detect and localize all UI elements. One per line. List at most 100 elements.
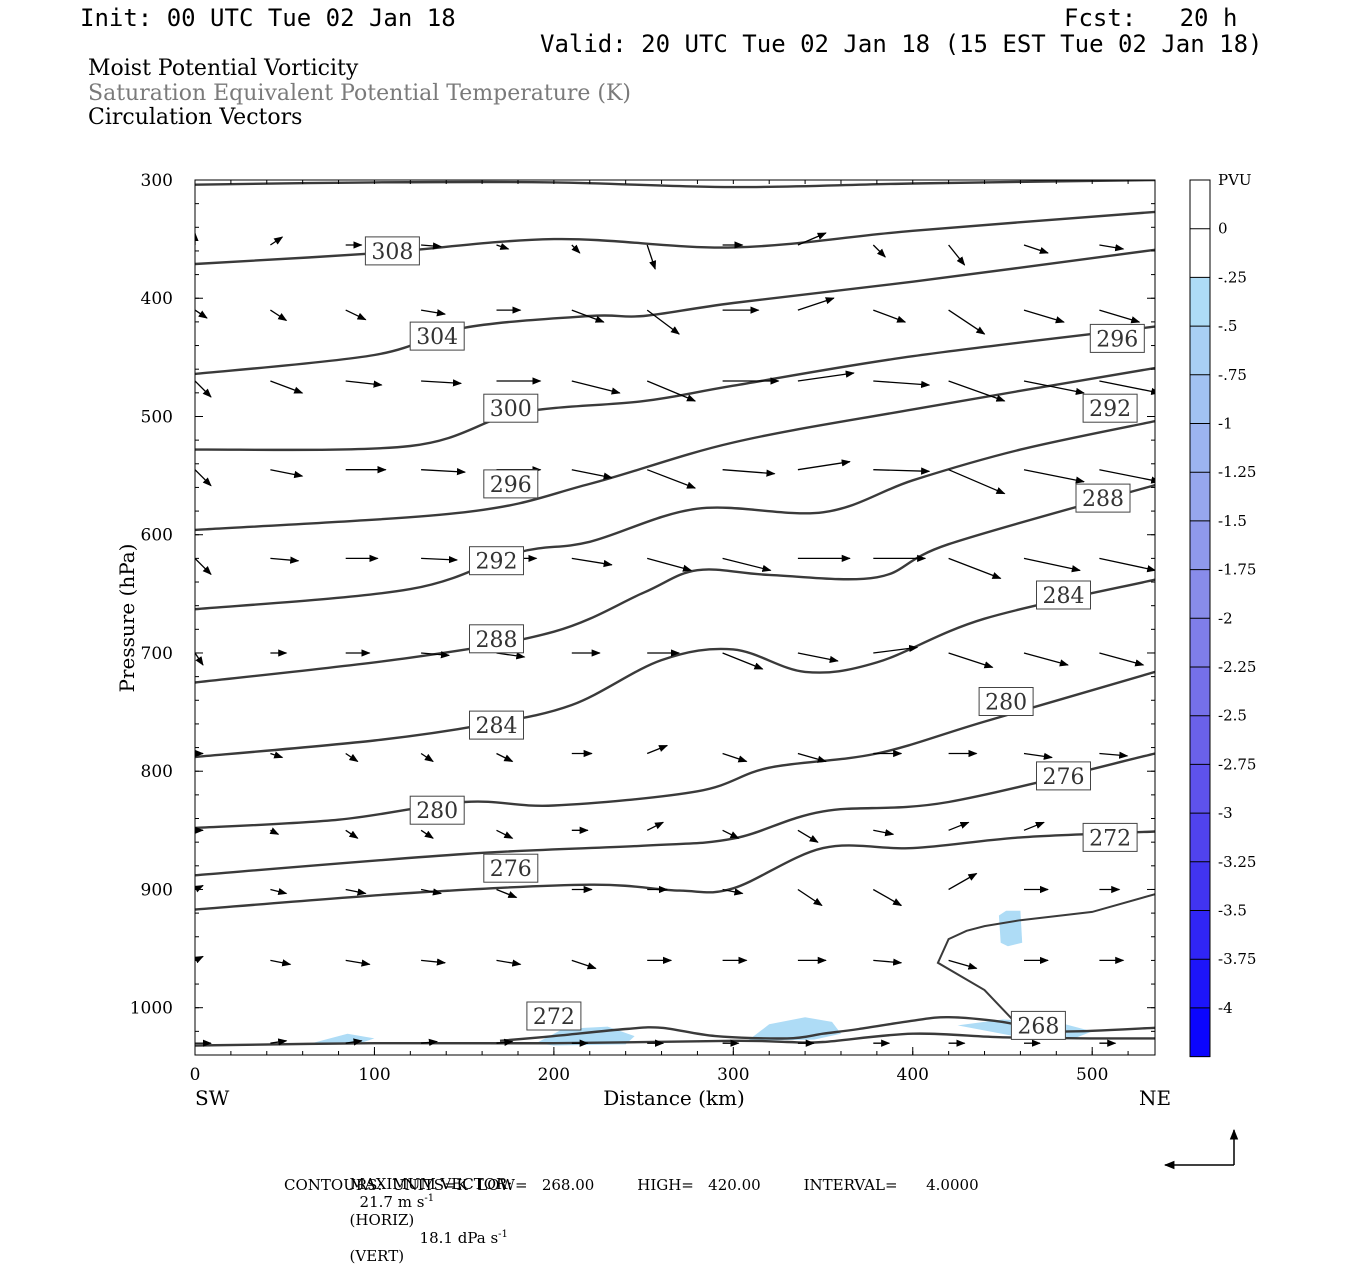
circulation-vector [195, 309, 208, 319]
circulation-vector [1099, 557, 1155, 573]
contour-label: 292 [476, 550, 518, 575]
circulation-vector [421, 379, 463, 387]
cross-section-chart: 308 304 300 296 292 288 284 280 276 272 268 296 292 2… [115, 171, 1256, 1170]
colorbar-swatch [1190, 423, 1210, 473]
colorbar-level-label: -1.75 [1218, 561, 1256, 579]
circulation-vector [646, 309, 680, 335]
contour-label-box [409, 321, 465, 351]
circulation-vector [270, 236, 284, 246]
contour-label: 292 [1089, 397, 1131, 422]
circulation-vector [270, 309, 288, 322]
colorbar-swatch [1190, 277, 1210, 327]
contour-label-box [483, 469, 539, 499]
circulation-vector [496, 1038, 514, 1047]
circulation-vector [195, 884, 204, 893]
circulation-vector [270, 751, 284, 759]
contour-label-box [483, 393, 539, 423]
circulation-vector [345, 309, 367, 321]
circulation-vector [1099, 244, 1125, 252]
theta-es-contour-split [936, 893, 1155, 1029]
colorbar-level-label: -.25 [1218, 268, 1247, 286]
pv-region [998, 910, 1023, 947]
circulation-vector [571, 380, 621, 395]
x-tick-label: 100 [358, 1065, 390, 1085]
circulation-vector [722, 469, 776, 477]
contour-label: 284 [476, 714, 518, 739]
circulation-vector [345, 888, 367, 896]
contour-label-box [1089, 323, 1145, 353]
init-time: Init: 00 UTC Tue 02 Jan 18 [80, 4, 456, 32]
circulation-vector [571, 309, 605, 323]
circulation-vector [571, 959, 597, 970]
contour-label-box [1075, 483, 1131, 513]
circulation-vector [646, 469, 697, 489]
x-tick-label: 300 [717, 1065, 749, 1085]
max-vector-horiz-superscript: -1 [424, 1193, 435, 1204]
theta-es-contour-308 [195, 210, 1155, 266]
colorbar-swatch [1190, 667, 1210, 717]
colorbar-swatch [1190, 228, 1210, 278]
colorbar-level-label: -2 [1218, 609, 1233, 627]
contour-label-box [1036, 580, 1091, 610]
circulation-vector [1099, 469, 1155, 484]
theta-es-contour-272 [499, 1015, 1155, 1042]
circulation-vector [571, 244, 581, 254]
contour-label: 296 [1096, 327, 1138, 352]
colorbar-level-label: -3.75 [1218, 950, 1256, 968]
theta-es-contour-292 [195, 420, 1155, 611]
colorbar-level-label: -1.25 [1218, 463, 1256, 481]
contour-label-box [469, 546, 524, 576]
contour-label: 276 [1043, 765, 1085, 790]
circulation-vector [421, 468, 467, 476]
circulation-vector [722, 752, 748, 763]
contour-label-box [364, 236, 420, 266]
contour-label: 280 [985, 691, 1027, 716]
circulation-vector [948, 469, 1006, 495]
colorbar-level-label: -1 [1218, 415, 1233, 433]
circulation-vector [797, 459, 851, 471]
circulation-vector [797, 370, 855, 382]
field-title-pv: Moist Potential Vorticity [88, 56, 359, 81]
circulation-vector [195, 380, 212, 398]
contour-label: 280 [416, 799, 458, 824]
contour-label-box [1082, 822, 1138, 852]
contour-label-box [978, 687, 1034, 716]
circulation-vector [195, 652, 204, 666]
y-axis-label: Pressure (hPa) [115, 544, 139, 693]
max-vector-horiz-value: 21.7 m s [359, 1193, 425, 1211]
circulation-vector [345, 1038, 363, 1046]
x-tick-label: 0 [190, 1065, 201, 1085]
circulation-vector [421, 1038, 439, 1047]
x-tick-label: 500 [1076, 1065, 1108, 1085]
circulation-vector [646, 821, 665, 831]
x-tick-label: 400 [897, 1065, 929, 1085]
theta-es-contour-288 [195, 483, 1155, 684]
circulation-vector [646, 244, 657, 270]
circulation-vector [646, 744, 669, 755]
contour-label: 308 [371, 240, 413, 265]
colorbar-swatch [1190, 861, 1210, 911]
theta-es-contour-272 [195, 830, 1155, 911]
theta-es-contour-312 [195, 180, 1155, 189]
circulation-vector [797, 232, 827, 246]
circulation-vector [948, 959, 978, 970]
circulation-vector [873, 829, 895, 837]
circulation-vector [722, 888, 744, 896]
contour-label: 288 [476, 628, 518, 653]
ne-end-label: NE [1139, 1086, 1171, 1110]
colorbar-swatch [1190, 569, 1210, 619]
colorbar-level-label: 0 [1218, 220, 1228, 238]
y-tick-label: 1000 [130, 999, 173, 1019]
circulation-vector [873, 644, 919, 654]
y-tick-label: 300 [141, 171, 173, 191]
circulation-vector [195, 557, 212, 576]
circulation-vector [1023, 652, 1069, 667]
circulation-vector [1023, 309, 1065, 324]
circulation-vector [420, 888, 442, 896]
circulation-vector [496, 652, 526, 660]
contour-label: 288 [1082, 487, 1124, 512]
contour-label: 276 [490, 857, 532, 882]
circulation-vector [195, 469, 212, 487]
theta-es-contour-304 [195, 248, 1155, 376]
circulation-vector [948, 652, 994, 669]
